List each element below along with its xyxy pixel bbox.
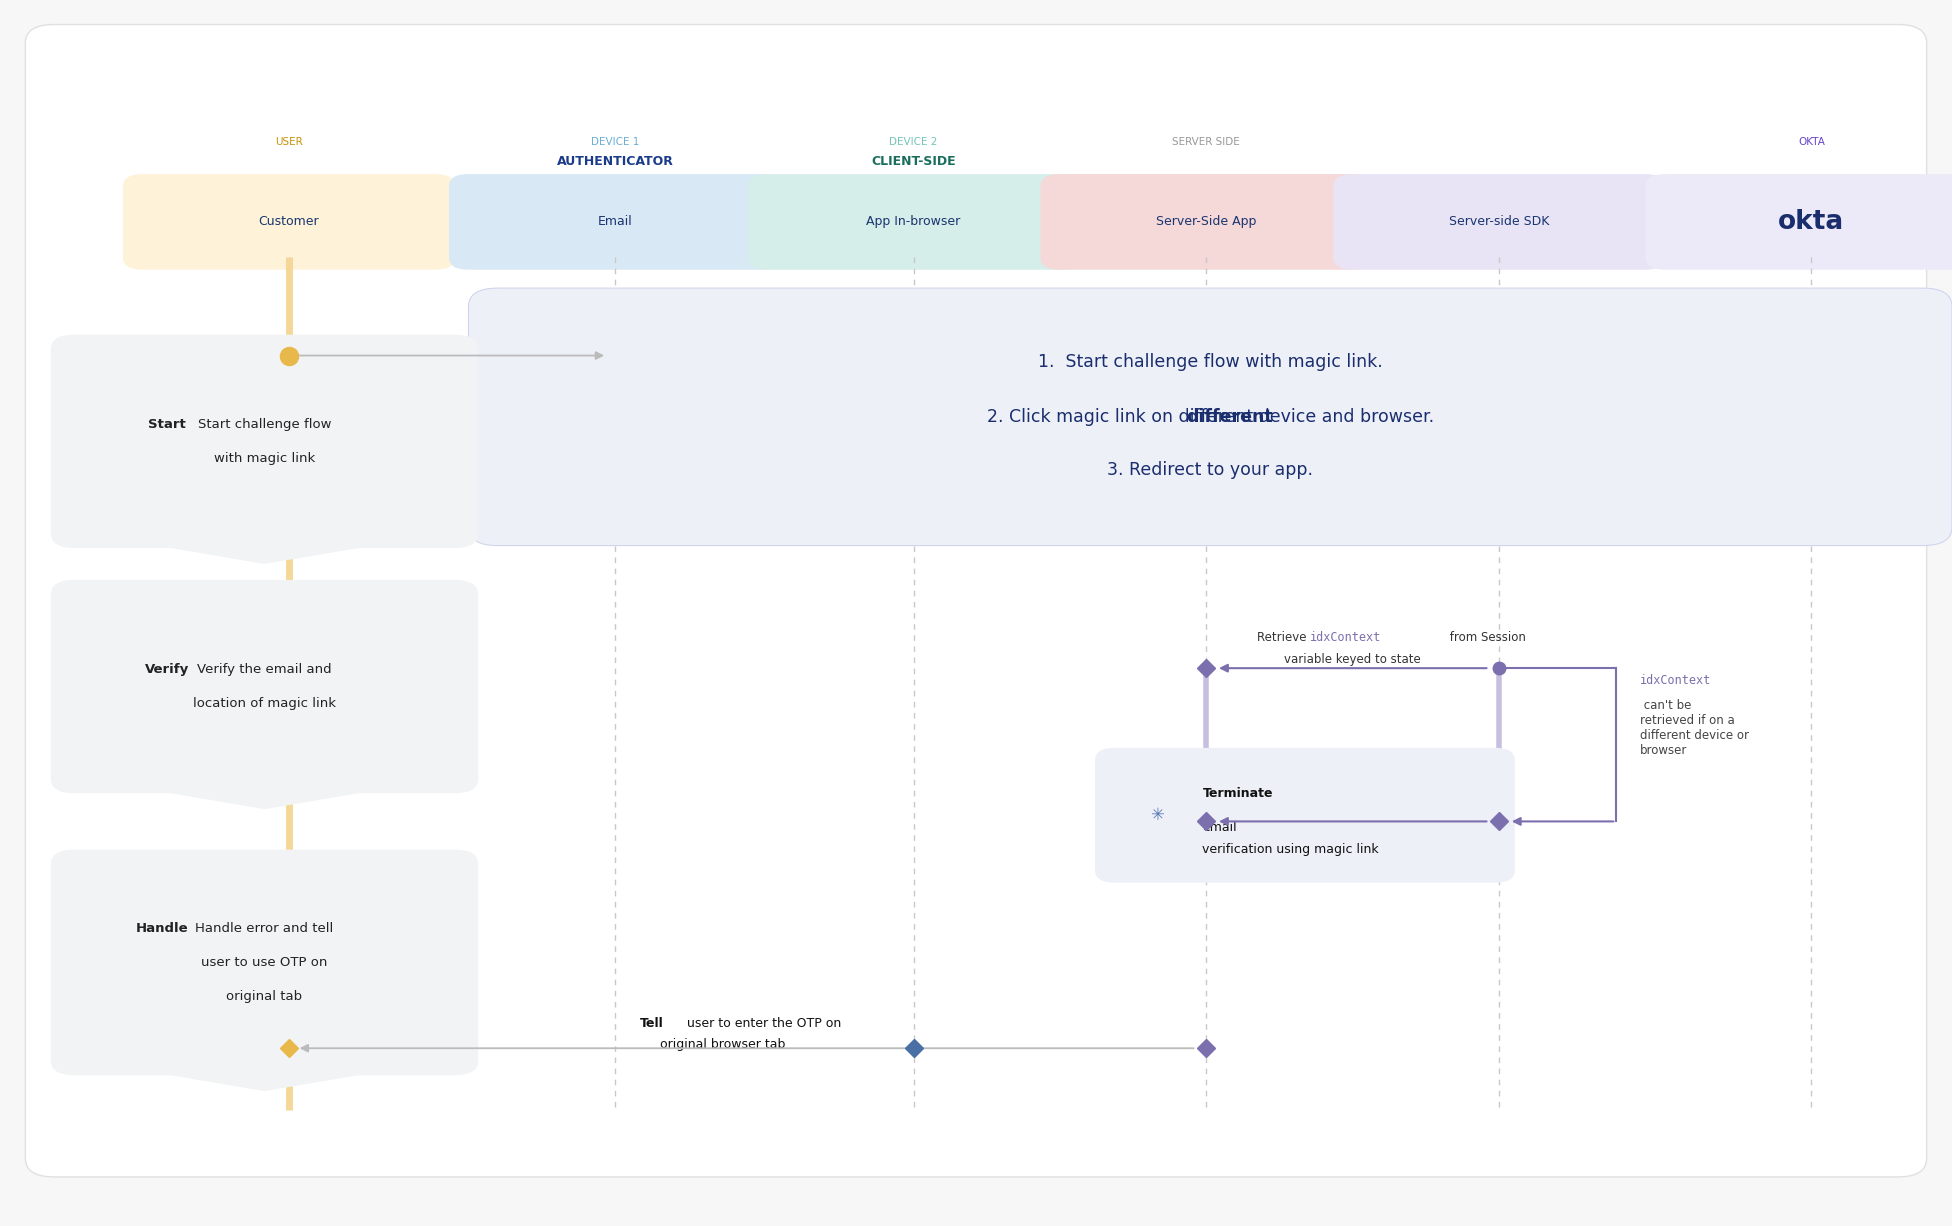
Text: OKTA: OKTA [1798, 137, 1825, 147]
Text: DEVICE 1: DEVICE 1 [591, 137, 638, 147]
Text: 3. Redirect to your app.: 3. Redirect to your app. [1107, 461, 1314, 479]
Text: original tab: original tab [226, 991, 303, 1003]
Text: Verify the email and: Verify the email and [197, 663, 332, 676]
Text: SERVER SIDE: SERVER SIDE [1173, 137, 1240, 147]
Text: with magic link: with magic link [215, 452, 314, 465]
FancyBboxPatch shape [748, 174, 1079, 270]
FancyBboxPatch shape [1095, 748, 1515, 883]
FancyBboxPatch shape [141, 179, 437, 197]
FancyBboxPatch shape [765, 179, 1062, 197]
FancyBboxPatch shape [1333, 174, 1665, 270]
Text: Start challenge flow: Start challenge flow [197, 418, 332, 430]
FancyBboxPatch shape [1351, 179, 1647, 197]
Text: from Session: from Session [1446, 631, 1526, 644]
Text: Verify: Verify [144, 663, 189, 676]
Text: Customer: Customer [258, 216, 320, 228]
FancyBboxPatch shape [1663, 179, 1952, 197]
Text: user to use OTP on: user to use OTP on [201, 956, 328, 969]
Text: DEVICE 2: DEVICE 2 [890, 137, 937, 147]
Text: okta: okta [1778, 208, 1845, 235]
Text: can't be
retrieved if on a
different device or
browser: can't be retrieved if on a different dev… [1640, 699, 1749, 756]
Text: CLIENT-SIDE: CLIENT-SIDE [871, 156, 956, 168]
Text: verification using magic link: verification using magic link [1202, 843, 1378, 856]
Text: variable keyed to state: variable keyed to state [1284, 653, 1421, 666]
Text: Tell: Tell [640, 1018, 664, 1030]
Text: Terminate: Terminate [1202, 787, 1273, 799]
Text: location of magic link: location of magic link [193, 698, 336, 710]
FancyBboxPatch shape [1040, 174, 1372, 270]
FancyBboxPatch shape [468, 288, 1952, 546]
Text: idxContext: idxContext [1640, 674, 1712, 688]
Text: user to enter the OTP on: user to enter the OTP on [683, 1018, 841, 1030]
Text: Server-side SDK: Server-side SDK [1448, 216, 1550, 228]
FancyBboxPatch shape [467, 179, 763, 197]
Text: email: email [1202, 821, 1238, 834]
Text: idxContext: idxContext [1310, 631, 1382, 644]
FancyBboxPatch shape [51, 580, 478, 793]
FancyBboxPatch shape [1646, 174, 1952, 270]
Text: original browser tab: original browser tab [660, 1038, 785, 1051]
Text: 1.  Start challenge flow with magic link.: 1. Start challenge flow with magic link. [1038, 353, 1382, 370]
Text: Email: Email [597, 216, 632, 228]
Text: 2. Click magic link on different device and browser.: 2. Click magic link on different device … [986, 408, 1435, 425]
Text: Server-Side App: Server-Side App [1156, 216, 1257, 228]
Text: Start: Start [148, 418, 185, 430]
Text: Retrieve: Retrieve [1257, 631, 1310, 644]
FancyBboxPatch shape [51, 850, 478, 1075]
FancyBboxPatch shape [449, 174, 781, 270]
Polygon shape [84, 1060, 445, 1091]
Text: Handle: Handle [137, 922, 187, 934]
Text: App In-browser: App In-browser [867, 216, 960, 228]
Text: Handle error and tell: Handle error and tell [195, 922, 334, 934]
Text: USER: USER [275, 137, 303, 147]
FancyBboxPatch shape [25, 25, 1927, 1177]
FancyBboxPatch shape [1058, 179, 1355, 197]
Text: ✳: ✳ [1150, 807, 1165, 824]
Text: different: different [1187, 408, 1273, 425]
FancyBboxPatch shape [51, 335, 478, 548]
Polygon shape [84, 779, 445, 809]
FancyBboxPatch shape [123, 174, 455, 270]
Text: AUTHENTICATOR: AUTHENTICATOR [556, 156, 673, 168]
Polygon shape [84, 533, 445, 564]
